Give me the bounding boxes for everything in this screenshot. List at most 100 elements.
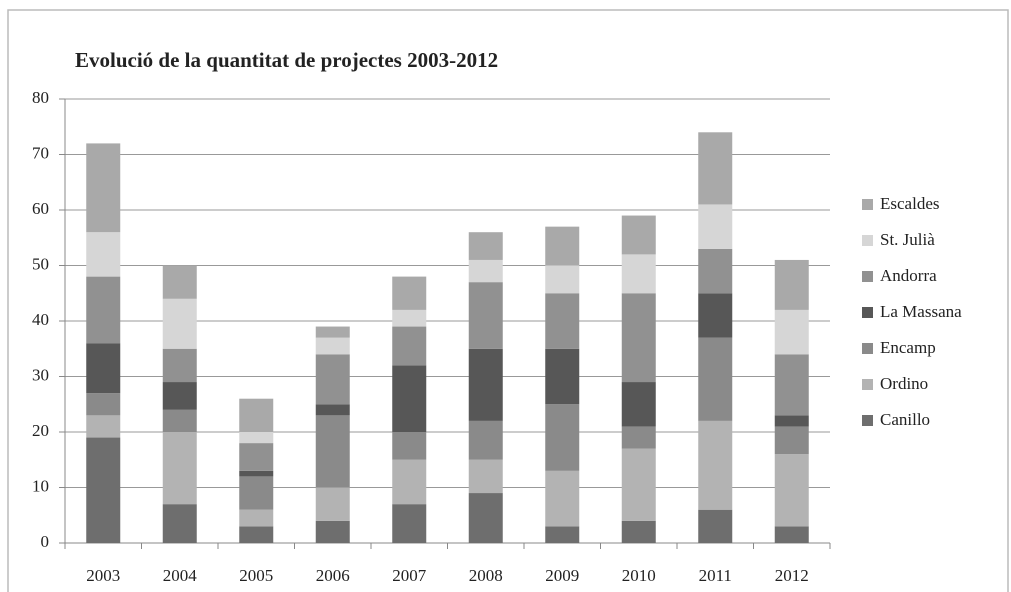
bar-segment [315,354,350,405]
bar-segment [239,476,274,510]
bar-segment [86,393,121,416]
bar-segment [774,415,809,427]
bar-segment [621,215,656,255]
bar-segment [774,309,809,355]
bar-segment [698,337,733,421]
bar-segment [621,293,656,383]
bar-segment [315,415,350,488]
bar-segment [545,404,580,471]
bar-segment [621,520,656,543]
y-tick-label: 10 [32,476,49,495]
legend-label: Ordino [880,374,928,393]
bar-segment [315,487,350,521]
bar-segment [545,293,580,349]
bar-segment [774,354,809,416]
chart-title: Evolució de la quantitat de projectes 20… [75,48,498,72]
bar-segment [621,448,656,521]
y-tick-label: 30 [32,365,49,384]
legend-label: Escaldes [880,194,939,213]
bar-segment [239,398,274,432]
bar-segment [392,276,427,310]
bar-segment [545,265,580,294]
bar-segment [698,204,733,249]
bar-segment [698,509,733,543]
bar-segment [774,454,809,527]
x-tick-label: 2007 [392,566,427,585]
bar-segment [239,526,274,543]
bar-segment [162,348,197,383]
legend-swatch [862,307,873,318]
bar-segment [239,443,274,471]
bar-segment [545,470,580,527]
bar-segment [86,437,121,543]
bar-segment [392,504,427,543]
bar-segment [315,404,350,416]
bar-segment [545,526,580,543]
bar-segment [468,348,503,421]
x-tick-label: 2008 [469,566,503,585]
bar-segment [392,309,427,327]
bar-segment [86,343,121,394]
legend-swatch [862,343,873,354]
y-tick-label: 60 [32,199,49,218]
bar-segment [468,259,503,283]
bar-segment [392,432,427,460]
chart-frame [7,9,1009,592]
legend-label: La Massana [880,302,962,321]
bar-segment [698,248,733,294]
legend-swatch [862,271,873,282]
bar-segment [86,415,121,438]
bar-segment [315,337,350,355]
bar-segment [315,520,350,543]
legend-swatch [862,199,873,210]
x-tick-label: 2006 [316,566,350,585]
bar-segment [162,382,197,410]
bar-segment [774,526,809,543]
legend-swatch [862,415,873,426]
bar-segment [162,409,197,432]
x-tick-label: 2005 [239,566,273,585]
bar-segment [162,298,197,349]
bar-segment [468,459,503,494]
bar-segment [239,470,274,477]
bar-segment [392,459,427,505]
y-tick-label: 20 [32,421,49,440]
bar-segment [162,504,197,543]
y-tick-label: 80 [32,88,49,107]
bar-segment [468,420,503,460]
bar-segment [86,276,121,344]
bar-segment [239,432,274,444]
bar-segment [315,326,350,338]
bar-segment [698,293,733,338]
bar-segment [162,265,197,299]
legend-label: Encamp [880,338,936,357]
bar-segment [698,132,733,205]
x-tick-label: 2004 [163,566,198,585]
y-tick-label: 0 [41,532,50,551]
y-tick-label: 70 [32,143,49,162]
bar-segment [468,232,503,260]
bar-segment [621,426,656,449]
bar-segment [774,426,809,455]
legend-label: St. Julià [880,230,935,249]
x-tick-label: 2011 [699,566,732,585]
bar-segment [86,143,121,233]
bar-segment [392,365,427,432]
bar-segment [621,382,656,427]
bar-segment [468,493,503,543]
bar-segment [162,432,197,505]
x-tick-label: 2009 [545,566,579,585]
legend-swatch [862,235,873,246]
bar-segment [392,326,427,366]
bar-segment [774,259,809,310]
bar-segment [545,348,580,405]
bar-segment [468,282,503,349]
x-tick-label: 2012 [775,566,809,585]
bar-segment [545,226,580,266]
y-tick-label: 50 [32,254,49,273]
x-tick-label: 2010 [622,566,656,585]
x-tick-label: 2003 [86,566,120,585]
legend-swatch [862,379,873,390]
bar-segment [621,254,656,294]
